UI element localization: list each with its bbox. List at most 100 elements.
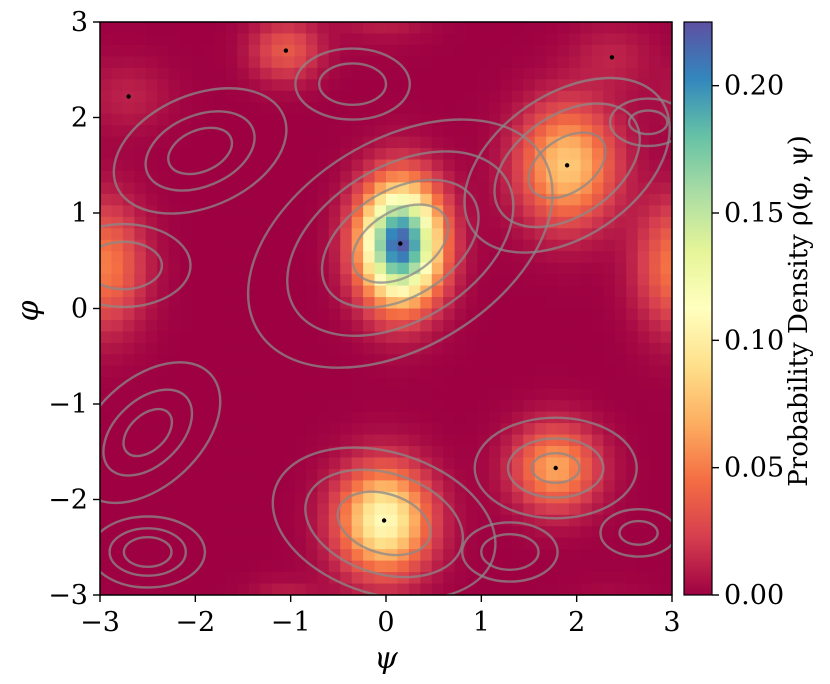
heatmap-cell xyxy=(351,480,364,493)
heatmap-cell xyxy=(111,365,124,378)
heatmap-cell xyxy=(214,457,227,470)
heatmap-cell xyxy=(237,274,250,287)
heatmap-cell xyxy=(397,79,410,92)
heatmap-cell xyxy=(145,308,158,321)
x-tick-label: 2 xyxy=(568,607,585,638)
heatmap-cell xyxy=(328,79,341,92)
heatmap-cell xyxy=(100,537,113,550)
heatmap-cell xyxy=(408,56,421,69)
heatmap-cell xyxy=(557,342,570,355)
heatmap-cell xyxy=(511,182,524,195)
heatmap-cell xyxy=(443,56,456,69)
heatmap-cell xyxy=(317,308,330,321)
heatmap-cell xyxy=(374,125,387,138)
heatmap-cell xyxy=(580,262,593,275)
heatmap-cell xyxy=(580,193,593,206)
heatmap-cell xyxy=(260,457,273,470)
heatmap-cell xyxy=(122,79,135,92)
heatmap-cell xyxy=(202,308,215,321)
heatmap-cell xyxy=(580,365,593,378)
heatmap-cell xyxy=(649,388,662,401)
heatmap-cell xyxy=(603,239,616,252)
contour-line xyxy=(108,527,187,577)
heatmap-cell xyxy=(294,377,307,390)
heatmap-cell xyxy=(386,423,399,436)
heatmap-cell xyxy=(637,170,650,184)
heatmap-cell xyxy=(477,102,490,115)
heatmap-cell xyxy=(374,170,387,184)
heatmap-cell xyxy=(283,377,296,390)
heatmap-cell xyxy=(477,44,490,57)
heatmap-cell xyxy=(328,434,341,447)
heatmap-cell xyxy=(477,342,490,355)
heatmap-cell xyxy=(534,526,547,539)
heatmap-cell xyxy=(202,285,215,298)
heatmap-cell xyxy=(111,228,124,241)
heatmap-cell xyxy=(294,388,307,401)
heatmap-cell xyxy=(294,434,307,447)
heatmap-cell xyxy=(305,537,318,550)
heatmap-cell xyxy=(328,251,341,264)
heatmap-cell xyxy=(283,446,296,459)
heatmap-cell xyxy=(157,205,170,218)
heatmap-cell xyxy=(157,239,170,252)
heatmap-cell xyxy=(237,193,250,206)
heatmap-cell xyxy=(591,411,604,424)
heatmap-cell xyxy=(454,411,467,424)
heatmap-cell xyxy=(180,102,193,115)
heatmap-cell xyxy=(237,480,250,493)
heatmap-cell xyxy=(225,239,238,252)
heatmap-cell xyxy=(443,480,456,493)
heatmap-cell xyxy=(660,67,672,80)
heatmap-cell xyxy=(317,514,330,527)
heatmap-cell xyxy=(466,388,479,401)
heatmap-cell xyxy=(488,342,501,355)
heatmap-cell xyxy=(397,170,410,184)
heatmap-cell xyxy=(340,319,353,333)
heatmap-cell xyxy=(614,434,627,447)
heatmap-cell xyxy=(420,90,433,103)
heatmap-cell xyxy=(134,308,147,321)
heatmap-cell xyxy=(340,262,353,275)
heatmap-cell xyxy=(466,125,479,138)
heatmap-cell xyxy=(546,514,559,527)
heatmap-cell xyxy=(157,44,170,57)
heatmap-cell xyxy=(214,423,227,436)
heatmap-cell xyxy=(214,33,227,46)
heatmap-cell xyxy=(569,354,582,367)
heatmap-cell xyxy=(305,262,318,275)
heatmap-cell xyxy=(111,251,124,264)
heatmap-cell xyxy=(420,182,433,195)
heatmap-cell xyxy=(374,457,387,470)
heatmap-cell xyxy=(397,285,410,298)
heatmap-cell xyxy=(591,377,604,390)
heatmap-cell xyxy=(591,388,604,401)
heatmap-cell xyxy=(557,423,570,436)
heatmap-cell xyxy=(500,251,513,264)
contour-line xyxy=(271,446,497,595)
heatmap-cell xyxy=(443,491,456,504)
heatmap-cell xyxy=(214,446,227,459)
heatmap-cell xyxy=(248,205,261,218)
heatmap-cell xyxy=(500,491,513,504)
heatmap-cell xyxy=(168,308,181,321)
heatmap-cell xyxy=(351,503,364,516)
heatmap-cell xyxy=(237,216,250,229)
heatmap-cell xyxy=(145,331,158,344)
heatmap-cell xyxy=(168,400,181,413)
heatmap-cell xyxy=(431,423,444,436)
heatmap-cell xyxy=(626,193,639,206)
heatmap-cell xyxy=(237,308,250,321)
heatmap-cell xyxy=(534,136,547,149)
heatmap-cell xyxy=(557,583,570,595)
heatmap-cell xyxy=(626,274,639,287)
heatmap-cell xyxy=(488,90,501,103)
heatmap-cell xyxy=(511,365,524,378)
heatmap-cell xyxy=(626,44,639,57)
heatmap-cell xyxy=(649,480,662,493)
heatmap-cell xyxy=(202,22,215,35)
heatmap-cell xyxy=(466,297,479,310)
contour-line xyxy=(480,533,540,572)
heatmap-cell xyxy=(637,491,650,504)
heatmap-cell xyxy=(191,67,204,80)
